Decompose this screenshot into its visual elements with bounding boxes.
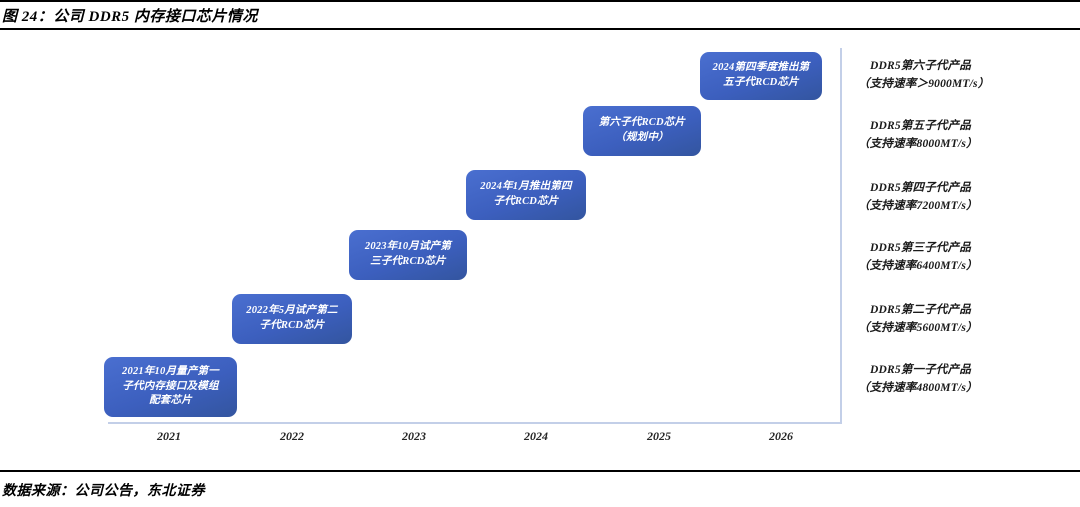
legend-speed-label: （支持速率5600MT/s） bbox=[858, 321, 978, 334]
page-title: 图 24：公司 DDR5 内存接口芯片情况 bbox=[2, 8, 258, 25]
source-label: 数据来源：公司公告，东北证券 bbox=[2, 483, 205, 499]
legend-panel: DDR5第六子代产品 （支持速率＞9000MT/s） DDR5第五子代产品 （支持速率… bbox=[858, 32, 1073, 432]
x-tick-2021: 2021 bbox=[157, 429, 181, 443]
legend-generation-label: DDR5第五子代产品 bbox=[870, 120, 972, 132]
legend-generation-label: DDR5第六子代产品 bbox=[870, 60, 972, 72]
x-axis-tick-labels: 2021 2022 2023 2024 2025 2026 bbox=[108, 429, 842, 455]
milestone-box-gen5[interactable]: 2024第四季度推出第 五子代RCD芯片 bbox=[700, 52, 822, 100]
milestone-label: 2022年5月试产第二 子代RCD芯片 bbox=[246, 305, 338, 331]
legend-item-ddr5-gen5: DDR5第五子代产品 （支持速率8000MT/s） bbox=[858, 118, 1073, 154]
legend-generation-label: DDR5第四子代产品 bbox=[870, 182, 972, 194]
milestone-box-gen4[interactable]: 2024年1月推出第四 子代RCD芯片 bbox=[466, 170, 586, 220]
x-tick-2026: 2026 bbox=[769, 429, 793, 443]
x-axis-line bbox=[108, 422, 842, 424]
milestone-label: 2024年1月推出第四 子代RCD芯片 bbox=[480, 181, 572, 207]
x-tick-2023: 2023 bbox=[402, 429, 426, 443]
legend-item-ddr5-gen3: DDR5第三子代产品 （支持速率6400MT/s） bbox=[858, 240, 1073, 276]
legend-generation-label: DDR5第三子代产品 bbox=[870, 242, 972, 254]
legend-speed-label: （支持速率7200MT/s） bbox=[858, 199, 978, 212]
x-tick-2024: 2024 bbox=[524, 429, 548, 443]
milestone-box-gen6plan[interactable]: 第六子代RCD芯片 （规划中） bbox=[583, 106, 701, 156]
legend-speed-label: （支持速率8000MT/s） bbox=[858, 137, 978, 150]
milestone-box-gen1[interactable]: 2021年10月量产第一 子代内存接口及模组 配套芯片 bbox=[104, 357, 237, 417]
milestone-box-gen3[interactable]: 2023年10月试产第 三子代RCD芯片 bbox=[349, 230, 467, 280]
milestone-label: 2021年10月量产第一 子代内存接口及模组 配套芯片 bbox=[122, 365, 219, 407]
legend-speed-label: （支持速率＞9000MT/s） bbox=[858, 77, 990, 90]
legend-generation-label: DDR5第二子代产品 bbox=[870, 304, 972, 316]
x-tick-2022: 2022 bbox=[280, 429, 304, 443]
chart-canvas: 2021年10月量产第一 子代内存接口及模组 配套芯片 2022年5月试产第二 子… bbox=[0, 32, 1080, 464]
milestone-box-gen2[interactable]: 2022年5月试产第二 子代RCD芯片 bbox=[232, 294, 352, 344]
legend-item-ddr5-gen1: DDR5第一子代产品 （支持速率4800MT/s） bbox=[858, 362, 1073, 398]
legend-speed-label: （支持速率4800MT/s） bbox=[858, 381, 978, 394]
milestone-label: 2024第四季度推出第 五子代RCD芯片 bbox=[712, 62, 810, 88]
legend-item-ddr5-gen6: DDR5第六子代产品 （支持速率＞9000MT/s） bbox=[858, 58, 1073, 94]
milestone-label: 2023年10月试产第 三子代RCD芯片 bbox=[364, 241, 452, 267]
legend-item-ddr5-gen2: DDR5第二子代产品 （支持速率5600MT/s） bbox=[858, 302, 1073, 338]
milestone-label: 第六子代RCD芯片 （规划中） bbox=[598, 117, 686, 143]
y-axis-line bbox=[840, 48, 842, 424]
figure-title-bar: 图 24：公司 DDR5 内存接口芯片情况 bbox=[0, 0, 1080, 30]
legend-generation-label: DDR5第一子代产品 bbox=[870, 364, 972, 376]
legend-item-ddr5-gen4: DDR5第四子代产品 （支持速率7200MT/s） bbox=[858, 180, 1073, 216]
x-tick-2025: 2025 bbox=[647, 429, 671, 443]
footer-bar: 数据来源：公司公告，东北证券 bbox=[0, 470, 1080, 507]
legend-speed-label: （支持速率6400MT/s） bbox=[858, 259, 978, 272]
